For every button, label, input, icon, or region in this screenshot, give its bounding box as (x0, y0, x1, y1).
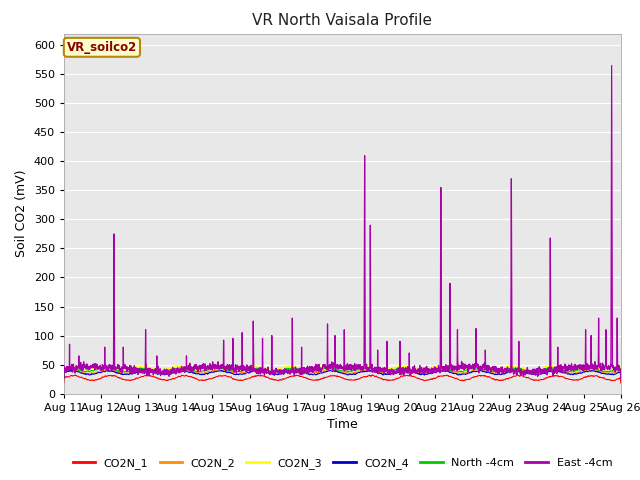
Legend: CO2N_1, CO2N_2, CO2N_3, CO2N_4, North -4cm, East -4cm: CO2N_1, CO2N_2, CO2N_3, CO2N_4, North -4… (68, 453, 616, 473)
Title: VR North Vaisala Profile: VR North Vaisala Profile (252, 13, 433, 28)
Text: VR_soilco2: VR_soilco2 (67, 41, 137, 54)
X-axis label: Time: Time (327, 418, 358, 431)
Y-axis label: Soil CO2 (mV): Soil CO2 (mV) (15, 170, 28, 257)
